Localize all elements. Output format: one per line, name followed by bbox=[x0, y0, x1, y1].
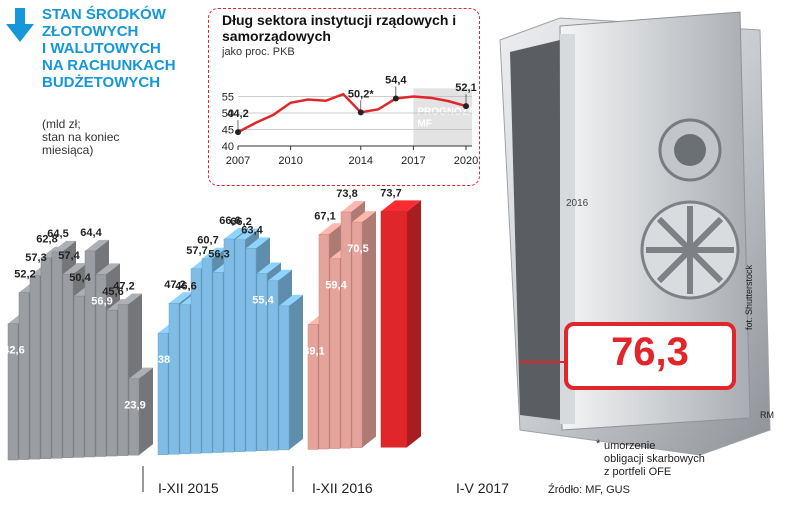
bar-value-label: 45,6 bbox=[102, 286, 123, 298]
period-label-2016: I-XII 2016 bbox=[312, 480, 373, 496]
bar-value-label: 56,3 bbox=[208, 248, 229, 260]
data-bar bbox=[351, 211, 376, 448]
bar-value-label: 39,1 bbox=[303, 345, 324, 357]
y-tick-label: 45 bbox=[222, 125, 234, 137]
footnote-text: umorzenie obligacji skarbowych z portfel… bbox=[604, 440, 705, 478]
main-title: STAN ŚRODKÓW ZŁOTOWYCH I WALUTOWYCH NA R… bbox=[42, 6, 176, 91]
bar-value-label: 57,7 bbox=[186, 245, 207, 257]
x-tick-label: 2020 bbox=[454, 155, 478, 167]
point-label: 52,1 bbox=[455, 82, 476, 94]
bar-value-label: 73,8 bbox=[336, 188, 357, 200]
debt-line bbox=[237, 92, 467, 134]
data-point bbox=[357, 109, 364, 116]
bar-value-label: 55,4 bbox=[252, 294, 274, 306]
y-tick-label: 40 bbox=[222, 141, 234, 153]
bar-value-label: 52,2 bbox=[14, 269, 35, 281]
data-point bbox=[235, 129, 241, 136]
safe-year-label: 2016 bbox=[566, 198, 589, 209]
bar-value-label: 56,9 bbox=[91, 295, 112, 307]
photo-credit: fot. Shutterstock bbox=[744, 264, 754, 330]
forecast-label: MF bbox=[417, 119, 431, 130]
arrow-down-icon bbox=[6, 8, 34, 42]
point-label: 44,2 bbox=[227, 108, 248, 120]
x-tick-label: 2014 bbox=[349, 155, 373, 167]
bar-value-label: 63,4 bbox=[241, 224, 263, 236]
bar-value-label: 67,1 bbox=[314, 210, 335, 222]
inset-subtitle: jako proc. PKB bbox=[222, 46, 295, 58]
period-label-2017: I-V 2017 bbox=[456, 480, 509, 496]
bar-value-label: 66,6 bbox=[219, 215, 240, 227]
footnote-mark: * bbox=[596, 438, 601, 450]
bar-value-label: 42,6 bbox=[3, 345, 24, 357]
data-bar bbox=[278, 294, 303, 451]
x-tick-label: 2007 bbox=[226, 155, 250, 167]
bar-value-label: 60,7 bbox=[197, 235, 218, 247]
author-initials: RM bbox=[760, 410, 774, 420]
y-tick-label: 55 bbox=[222, 92, 234, 104]
y-tick-label: 50 bbox=[222, 108, 234, 120]
bar-value-label: 73,7 bbox=[380, 187, 401, 199]
bar-value-label: 64,4 bbox=[80, 227, 102, 239]
callout-value: 76,3 bbox=[611, 330, 689, 374]
bar-value-label: 57,3 bbox=[25, 252, 46, 264]
inset-title: Dług sektora instytucji rządowych i samo… bbox=[222, 12, 457, 44]
bar-value-label: 66,2 bbox=[230, 216, 251, 228]
point-label: 50,2* bbox=[348, 88, 374, 100]
bar-value-label: 38 bbox=[158, 354, 170, 366]
bar-value-label: 62,8 bbox=[36, 234, 57, 246]
bar-value-label: 59,4 bbox=[325, 279, 347, 291]
bar-value-label: 47,2 bbox=[113, 281, 134, 293]
source-note: Źródło: MF, GUS bbox=[548, 484, 630, 496]
x-tick-label: 2017 bbox=[401, 155, 425, 167]
data-point bbox=[463, 103, 469, 110]
bar-value-label: 23,9 bbox=[124, 400, 145, 412]
data-bar bbox=[128, 367, 153, 456]
bar-value-label: 47,2 bbox=[164, 279, 185, 291]
bar-value-label: 46,6 bbox=[175, 281, 196, 293]
bar-value-label: 70,5 bbox=[347, 243, 368, 255]
bar-value-label: 64,5 bbox=[47, 228, 68, 240]
data-point bbox=[392, 95, 399, 102]
highlight-bar bbox=[380, 200, 421, 448]
period-label-2015: I-XII 2015 bbox=[158, 480, 219, 496]
bar-value-label: 57,4 bbox=[58, 250, 80, 262]
point-label: 54,4 bbox=[385, 74, 407, 86]
x-tick-label: 2010 bbox=[278, 155, 302, 167]
main-unit-note: (mld zł; stan na koniec miesiąca) bbox=[42, 117, 120, 157]
bar-value-label: 50,4 bbox=[69, 272, 91, 284]
forecast-label: PROGNOZA bbox=[417, 107, 475, 118]
